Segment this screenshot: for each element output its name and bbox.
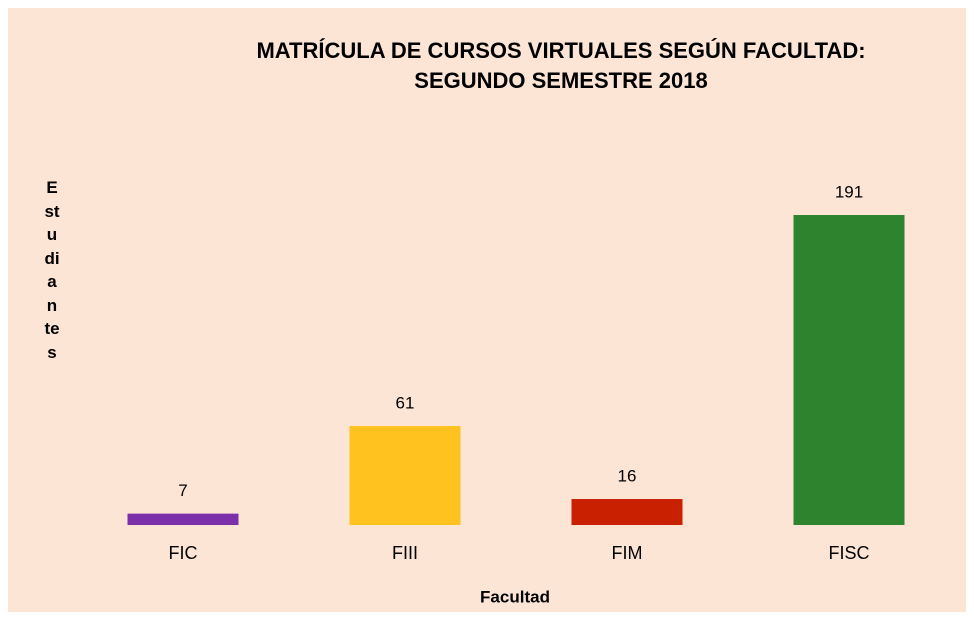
bar [571, 499, 683, 525]
x-tick-label: FIII [392, 543, 418, 563]
x-tick-label: FIM [612, 543, 643, 563]
chart-title: MATRÍCULA DE CURSOS VIRTUALES SEGÚN FACU… [256, 38, 865, 63]
bar [127, 513, 239, 525]
data-label: 191 [835, 182, 863, 201]
bar [793, 215, 905, 525]
y-axis-label: Estudiantes [44, 178, 60, 362]
data-label: 61 [396, 393, 415, 412]
bar [349, 425, 461, 525]
x-tick-label: FIC [169, 543, 198, 563]
data-label: 7 [178, 481, 187, 500]
x-tick-label: FISC [828, 543, 869, 563]
chart-title: SEGUNDO SEMESTRE 2018 [414, 68, 707, 93]
x-axis-label: Facultad [480, 587, 550, 606]
data-label: 16 [618, 467, 637, 486]
